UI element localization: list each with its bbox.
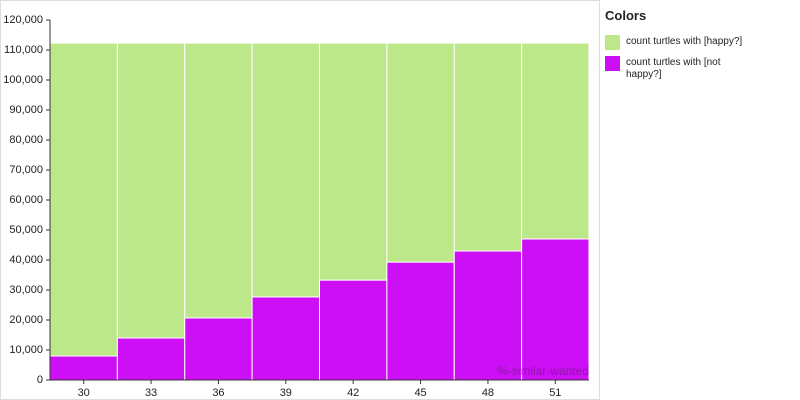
legend-label: count turtles with [happy?]: [626, 36, 743, 47]
bar-segment: [386, 42, 455, 263]
bar-segment: [184, 317, 253, 381]
bar-segment: [116, 42, 186, 339]
y-tick-label: 100,000: [3, 74, 43, 86]
legend-items: count turtles with [happy?] count turtles…: [605, 35, 795, 81]
legend-swatch: [605, 56, 620, 71]
x-tick-label: 51: [549, 387, 561, 399]
y-tick-label: 70,000: [9, 164, 43, 176]
y-tick-label: 110,000: [4, 44, 43, 56]
bar-segment: [453, 250, 523, 381]
x-tick-label: 30: [78, 387, 90, 399]
y-tick-label: 80,000: [9, 134, 43, 146]
bar-segment: [251, 42, 320, 298]
x-tick-label: 48: [482, 387, 494, 399]
bar-segment: [386, 261, 455, 381]
bar-segment: [319, 279, 388, 381]
y-tick-label: 40,000: [9, 254, 43, 266]
legend: Colors count turtles with [happy?] count …: [605, 8, 795, 87]
bar-segment: [49, 355, 118, 381]
x-tick-label: 39: [280, 387, 292, 399]
x-tick-label: 42: [347, 387, 359, 399]
bar-segment: [319, 42, 388, 281]
legend-label: count turtles with [not happy?]: [626, 57, 721, 80]
bar-segment: [251, 296, 320, 381]
legend-swatch: [605, 35, 620, 50]
bar-segment: [453, 42, 523, 252]
bar-segment: [521, 238, 590, 381]
y-tick-label: 10,000: [9, 344, 43, 356]
bar-segment: [521, 42, 590, 240]
y-tick-label: 90,000: [9, 104, 43, 116]
x-tick-label: 36: [212, 387, 224, 399]
x-tick-label: 45: [414, 387, 426, 399]
y-tick-label: 0: [37, 374, 43, 386]
bar-segment: [49, 42, 118, 357]
bar-segment: [116, 337, 186, 381]
y-tick-label: 50,000: [9, 224, 43, 236]
x-tick-label: 33: [145, 387, 157, 399]
y-tick-label: 20,000: [9, 314, 43, 326]
y-tick-label: 120,000: [3, 14, 43, 26]
bar-segment: [184, 42, 253, 319]
legend-item: count turtles with [happy?]: [605, 35, 795, 50]
legend-item: count turtles with [not happy?]: [605, 56, 795, 81]
x-axis-label: %-similar-wanted: [497, 364, 589, 378]
y-tick-label: 30,000: [9, 284, 43, 296]
legend-title: Colors: [605, 8, 647, 23]
y-tick-label: 60,000: [9, 194, 43, 206]
bars: [49, 42, 590, 381]
